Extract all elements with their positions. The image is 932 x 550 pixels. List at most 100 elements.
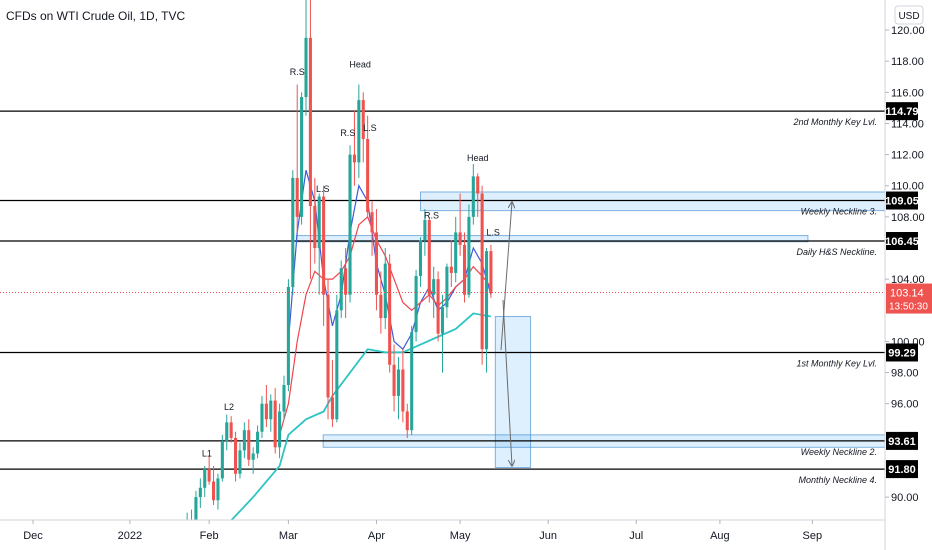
y-tick-label: 96.00	[891, 399, 919, 411]
countdown-label: 13:50:30	[889, 302, 928, 313]
candle-body	[203, 469, 207, 488]
level-badge-label: 93.61	[888, 436, 916, 448]
candle-body	[414, 276, 418, 333]
candle-body	[484, 251, 489, 350]
x-tick-label: Apr	[368, 530, 385, 542]
currency[interactable]: USD	[898, 11, 919, 22]
x-tick-label: 2022	[118, 530, 142, 542]
level-badge-label: 91.80	[888, 464, 916, 476]
candle-body	[295, 177, 299, 217]
candle-body	[467, 216, 471, 295]
y-tick-label: 118.00	[891, 56, 924, 68]
candle-body	[480, 193, 484, 350]
candle-body	[427, 219, 431, 295]
zone	[494, 316, 532, 469]
candle-body	[216, 478, 220, 501]
candle-body	[313, 205, 317, 249]
level-note: 1st Monthly Key Lvl.	[796, 358, 877, 368]
level-badge-label: 106.45	[885, 236, 919, 248]
candle-body	[326, 294, 330, 398]
annotation: L2	[224, 402, 234, 412]
x-tick-label: Jul	[629, 530, 643, 542]
candle-body	[366, 139, 370, 213]
candle-body	[348, 154, 352, 295]
y-tick-label: 112.00	[891, 150, 924, 162]
level-note: Weekly Neckline 2.	[801, 447, 877, 457]
candle-body	[304, 37, 308, 97]
candle-body	[401, 369, 405, 412]
x-tick-label: Sep	[803, 530, 823, 542]
candle-body	[361, 100, 365, 140]
candle-body	[388, 263, 392, 365]
level-note: Monthly Neckline 4.	[798, 475, 877, 485]
level-badge	[886, 431, 918, 450]
candle-body	[278, 411, 282, 448]
overlay	[500, 202, 512, 466]
current-price-badge	[886, 283, 932, 314]
candle-body	[322, 196, 326, 295]
candle-body	[234, 437, 238, 474]
candle-body	[392, 364, 396, 396]
candle-body	[445, 266, 449, 308]
candle-body	[449, 266, 453, 273]
candle-body	[220, 441, 224, 479]
y-tick-label: 90.00	[891, 492, 919, 504]
annotation: Head	[467, 153, 489, 163]
annotation: L1	[202, 449, 212, 459]
level-badge	[886, 102, 918, 121]
candle-body	[317, 196, 321, 249]
annotation: L.S	[486, 228, 500, 238]
candle-body	[344, 268, 348, 295]
annotation: R.S	[290, 67, 305, 77]
y-tick-label: 120.00	[891, 25, 925, 37]
candle-body	[405, 411, 409, 431]
candle-body	[269, 400, 273, 420]
candle-body	[374, 232, 378, 295]
candle-body	[370, 212, 374, 233]
candle-body	[194, 497, 198, 520]
candle-body	[410, 332, 414, 431]
annotation: Head	[349, 59, 371, 69]
candle-body	[489, 251, 493, 294]
current-price-label: 103.14	[890, 288, 924, 300]
candle-body	[282, 385, 286, 412]
level-badge-label: 109.05	[885, 196, 919, 208]
candle-body	[436, 279, 440, 334]
candle-body	[418, 240, 423, 277]
level-badge	[886, 232, 918, 251]
candle-body	[291, 177, 295, 287]
y-tick-label: 116.00	[891, 87, 924, 99]
y-tick-label: 114.00	[891, 118, 924, 130]
candle-body	[207, 469, 211, 482]
level-note: Daily H&S Neckline.	[796, 247, 877, 257]
y-tick-label: 110.00	[891, 181, 924, 193]
level-badge	[886, 191, 918, 210]
candle-body	[462, 244, 467, 295]
candle-body	[264, 403, 268, 420]
candle-body	[238, 450, 242, 474]
candle-body	[198, 487, 202, 498]
candle-body	[352, 154, 356, 163]
candle-body	[335, 310, 339, 420]
currency-box[interactable]	[894, 5, 924, 25]
y-tick-label: 98.00	[891, 368, 919, 380]
x-tick-label: Dec	[23, 530, 43, 542]
candle-body	[242, 430, 246, 451]
candle-body	[251, 453, 255, 460]
x-tick-label: May	[450, 530, 471, 542]
candle-body	[423, 219, 427, 241]
candle-body	[330, 397, 334, 420]
x-tick-label: Mar	[279, 530, 298, 542]
candle-body	[432, 279, 436, 295]
candle-body	[229, 422, 233, 438]
level-badge	[886, 460, 918, 479]
chart-title: CFDs on WTI Crude Oil, 1D, TVC	[6, 9, 185, 23]
candle-body	[247, 430, 251, 460]
annotation: R.S	[424, 210, 439, 220]
level-note: 2nd Monthly Key Lvl.	[792, 117, 877, 127]
annotation: L.S	[363, 123, 377, 133]
projection-arrow-down	[502, 299, 512, 466]
x-tick-label: Feb	[200, 530, 219, 542]
